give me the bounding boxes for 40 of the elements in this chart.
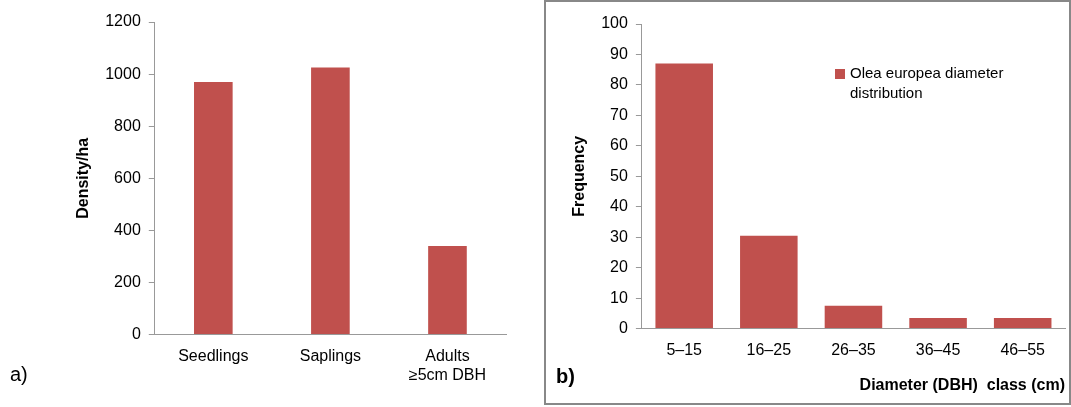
y-tick-label: 1200	[105, 12, 141, 30]
y-tick-label: 200	[114, 272, 141, 290]
y-tick-label: 800	[114, 116, 141, 134]
y-tick-label: 400	[114, 220, 141, 238]
y-tick-label: 90	[610, 44, 628, 62]
y-tick-label: 30	[610, 227, 628, 245]
y-tick-label: 80	[610, 75, 628, 93]
bar	[311, 67, 350, 335]
legend-label: Olea europea diameter distribution	[850, 64, 1004, 102]
bar	[993, 317, 1052, 329]
y-tick-label: 70	[610, 105, 628, 123]
bar	[194, 81, 233, 335]
x-tick-label: Seedlings	[178, 346, 249, 364]
bar	[740, 235, 798, 329]
y-tick-label: 50	[610, 166, 628, 184]
x-tick-label: 5–15	[666, 340, 703, 358]
y-tick-label: 10	[610, 288, 628, 306]
y-axis-title: Frequency	[570, 135, 588, 217]
x-tick-label: Adults ≥5cm DBH	[408, 346, 487, 383]
y-tick-label: 20	[610, 258, 628, 276]
y-tick-label: 0	[131, 325, 141, 343]
x-axis-title: Diameter (DBH) class (cm)	[859, 375, 1065, 393]
y-tick-label: 40	[610, 197, 628, 215]
y-tick-label: 1000	[105, 64, 141, 82]
y-tick-label: 600	[114, 168, 141, 186]
bar	[428, 246, 467, 335]
x-tick-label: 46–55	[1000, 340, 1046, 358]
x-tick-label: 26–35	[831, 340, 876, 358]
bar	[824, 305, 883, 329]
bar	[909, 317, 967, 329]
bar	[655, 63, 713, 329]
text: b)	[556, 364, 575, 387]
y-tick-label: 0	[618, 319, 628, 337]
x-tick-label: 16–25	[746, 340, 792, 358]
x-tick-label: Saplings	[299, 346, 362, 364]
y-axis-title: Density/ha	[74, 137, 92, 219]
x-tick-label: 36–45	[915, 340, 961, 358]
y-tick-label: 100	[601, 14, 628, 32]
text: a)	[10, 362, 28, 385]
y-tick-label: 60	[610, 136, 628, 154]
